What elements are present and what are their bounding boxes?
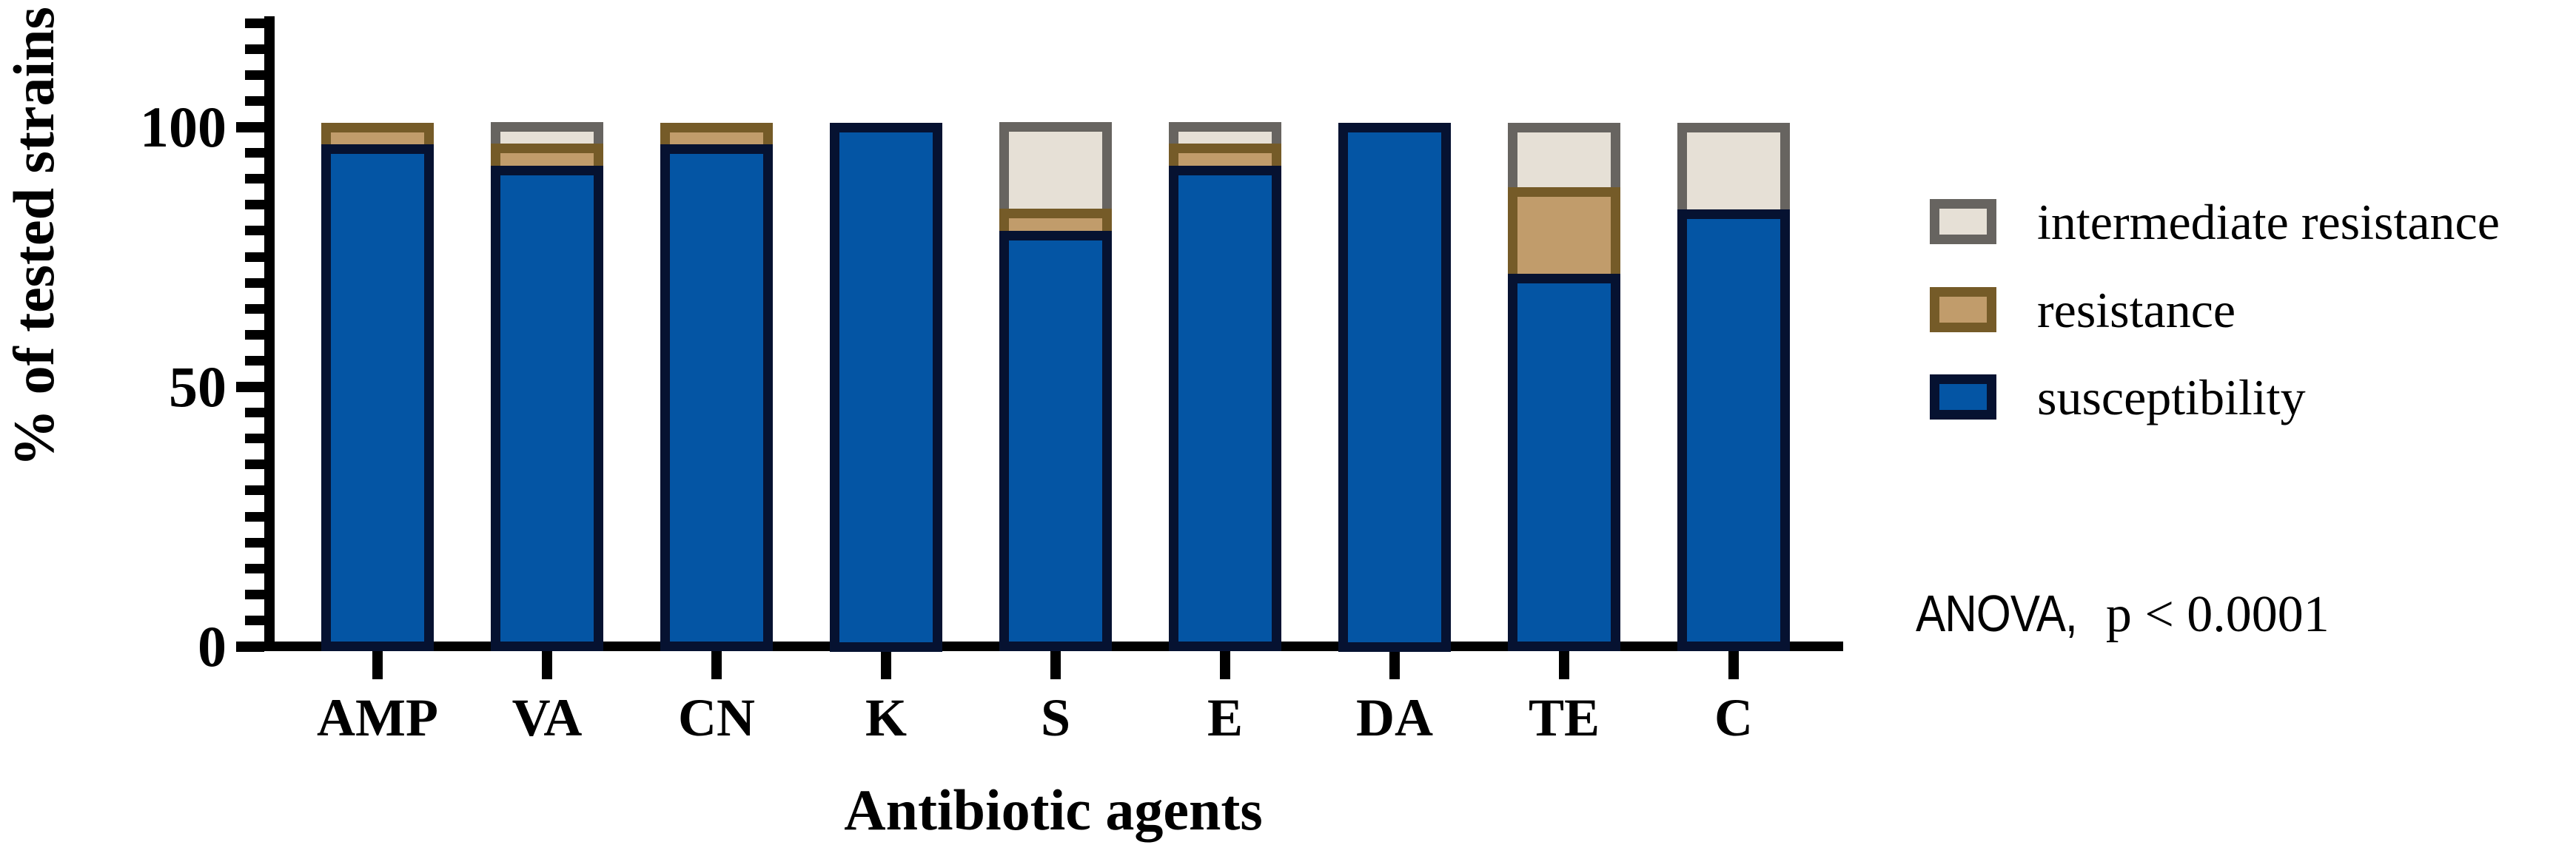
legend-swatch-susceptibility xyxy=(1930,374,1996,420)
x-tick-VA xyxy=(542,651,552,679)
legend-swatch-intermediate-resistance xyxy=(1930,199,1996,244)
x-axis-title: Antibiotic agents xyxy=(844,778,1263,842)
x-category-label-TE: TE xyxy=(1528,688,1600,747)
x-tick-K xyxy=(881,651,891,679)
y-tick-label: 0 xyxy=(198,614,227,679)
y-minor-tick xyxy=(245,589,264,599)
x-tick-CN xyxy=(711,651,722,679)
x-category-label-C: C xyxy=(1714,688,1753,747)
legend-row-susceptibility: susceptibility xyxy=(1930,368,2306,425)
y-minor-tick xyxy=(245,200,264,210)
legend-label: susceptibility xyxy=(2037,368,2306,425)
anova-label: ANOVA, xyxy=(1916,585,2078,642)
y-minor-tick xyxy=(245,563,264,573)
y-tick-label: 50 xyxy=(169,354,227,419)
y-minor-tick xyxy=(245,303,264,314)
y-minor-tick xyxy=(245,148,264,158)
y-major-tick xyxy=(236,642,264,652)
y-minor-tick xyxy=(245,18,264,28)
x-tick-E xyxy=(1220,651,1230,679)
legend-row-resistance: resistance xyxy=(1930,281,2236,338)
y-minor-tick xyxy=(245,511,264,522)
y-minor-tick xyxy=(245,485,264,496)
legend-label: resistance xyxy=(2037,281,2236,338)
x-tick-C xyxy=(1728,651,1739,679)
legend-label: intermediate resistance xyxy=(2037,193,2500,250)
bar-segment-C-susceptibility xyxy=(1677,209,1790,652)
x-category-label-AMP: AMP xyxy=(317,688,438,747)
y-minor-tick xyxy=(245,174,264,184)
x-category-label-E: E xyxy=(1207,688,1244,747)
y-minor-tick xyxy=(245,329,264,340)
bar-segment-K-susceptibility xyxy=(830,122,942,652)
y-tick-label: 100 xyxy=(140,95,227,159)
bar-segment-DA-susceptibility xyxy=(1338,122,1451,652)
legend-row-intermediate-resistance: intermediate resistance xyxy=(1930,193,2500,250)
bar-segment-E-susceptibility xyxy=(1169,165,1281,652)
y-axis-line xyxy=(264,16,275,651)
bar-segment-TE-susceptibility xyxy=(1508,274,1620,652)
y-minor-tick xyxy=(245,252,264,262)
bar-segment-S-susceptibility xyxy=(999,230,1112,652)
y-minor-tick xyxy=(245,95,264,106)
x-tick-AMP xyxy=(372,651,383,679)
y-minor-tick xyxy=(245,537,264,548)
y-minor-tick xyxy=(245,70,264,80)
x-tick-S xyxy=(1050,651,1061,679)
x-category-label-VA: VA xyxy=(511,688,583,747)
x-category-label-S: S xyxy=(1040,688,1071,747)
bar-segment-S-intermediate-resistance xyxy=(999,121,1112,219)
y-minor-tick xyxy=(245,434,264,444)
y-minor-tick xyxy=(245,44,264,54)
y-minor-tick xyxy=(245,226,264,236)
x-category-label-CN: CN xyxy=(678,688,755,747)
bar-segment-VA-susceptibility xyxy=(491,165,603,652)
y-major-tick xyxy=(236,122,264,132)
bar-segment-TE-intermediate-resistance xyxy=(1508,122,1620,198)
y-major-tick xyxy=(236,382,264,392)
bar-segment-TE-resistance xyxy=(1508,187,1620,284)
bar-segment-AMP-susceptibility xyxy=(321,144,434,652)
y-minor-tick xyxy=(245,459,264,470)
y-minor-tick xyxy=(245,355,264,366)
bar-segment-C-intermediate-resistance xyxy=(1677,122,1790,219)
y-minor-tick xyxy=(245,408,264,418)
anova-annotation: ANOVA, p < 0.0001 xyxy=(1916,585,2330,644)
y-minor-tick xyxy=(245,615,264,625)
legend-swatch-resistance xyxy=(1930,287,1996,332)
x-category-label-DA: DA xyxy=(1356,688,1433,747)
y-minor-tick xyxy=(245,277,264,288)
anova-p-value: p < 0.0001 xyxy=(2105,586,2330,643)
bar-segment-CN-susceptibility xyxy=(660,144,773,652)
x-tick-DA xyxy=(1389,651,1400,679)
x-category-label-K: K xyxy=(865,688,907,747)
x-tick-TE xyxy=(1559,651,1569,679)
